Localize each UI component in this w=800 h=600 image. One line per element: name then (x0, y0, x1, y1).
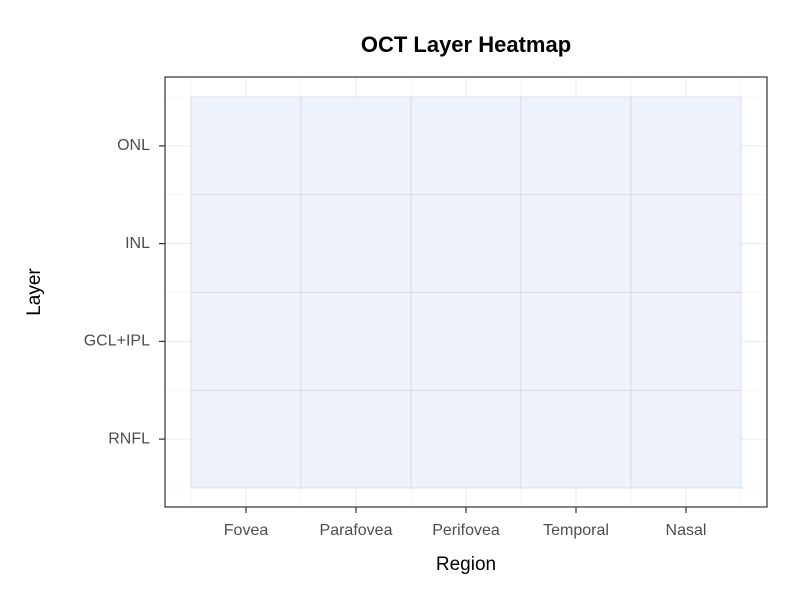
tile (410, 194, 522, 293)
tile (190, 96, 302, 196)
tile (630, 292, 742, 391)
chart-title: OCT Layer Heatmap (361, 32, 571, 57)
tile (300, 96, 412, 196)
tile (410, 389, 522, 489)
x-tick-label: Fovea (224, 522, 269, 539)
y-tick-label: RNFL (108, 430, 150, 447)
tile (410, 96, 522, 196)
y-tick-label: INL (125, 235, 150, 252)
tile (190, 194, 302, 293)
tile (520, 292, 632, 391)
tile (190, 292, 302, 391)
y-tick-label: ONL (117, 137, 150, 154)
tile (630, 389, 742, 489)
x-tick-label: Temporal (543, 522, 609, 539)
tile (190, 389, 302, 489)
tile (520, 96, 632, 196)
y-axis-label: Layer (24, 268, 45, 316)
tile (630, 96, 742, 196)
y-tick-label: GCL+IPL (84, 333, 150, 350)
x-axis-label: Region (436, 554, 496, 575)
tile (630, 194, 742, 293)
tile (300, 292, 412, 391)
tile (520, 389, 632, 489)
tile (300, 194, 412, 293)
x-tick-label: Nasal (666, 522, 707, 539)
tile (300, 389, 412, 489)
tile (520, 194, 632, 293)
x-tick-label: Parafovea (320, 522, 393, 539)
x-tick-label: Perifovea (432, 522, 500, 539)
tile (410, 292, 522, 391)
